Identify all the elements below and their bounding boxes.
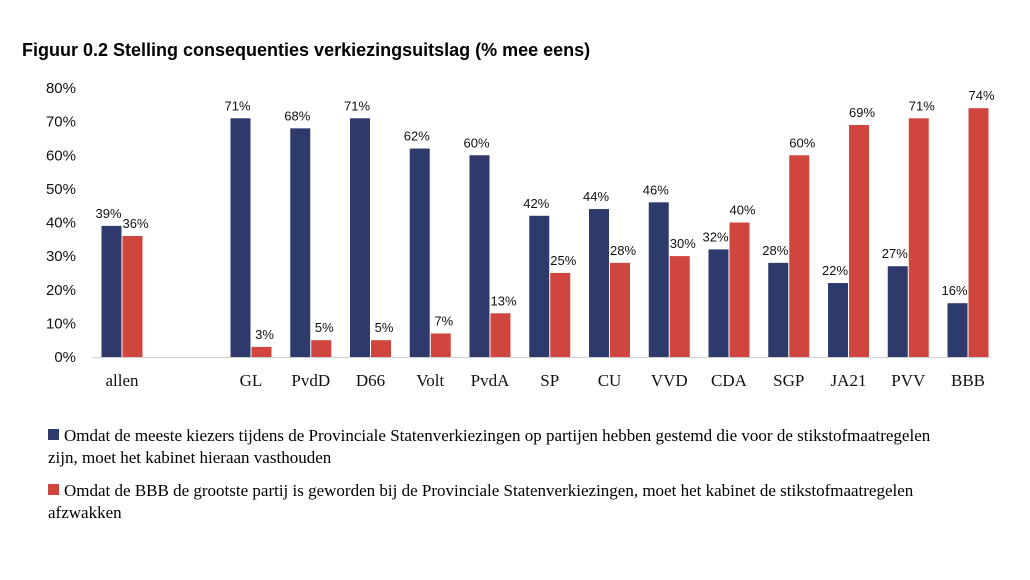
legend-label-series-2: Omdat de BBB de grootste partij is gewor… [48, 481, 914, 522]
data-label-series-2-SP: 25% [550, 253, 576, 268]
x-tick-label: PvdA [471, 371, 510, 390]
legend-swatch-series-2 [48, 484, 59, 495]
bar-series-2-PvdD [311, 340, 332, 357]
data-label-series-1-SP: 42% [523, 196, 549, 211]
bar-series-2-D66 [371, 340, 391, 357]
bar-series-2-PvdA [490, 313, 511, 357]
x-tick-label: VVD [651, 371, 688, 390]
y-tick-label: 0% [54, 349, 76, 366]
x-tick-label: allen [105, 371, 139, 390]
y-tick-label: 20% [46, 282, 76, 299]
x-tick-label: D66 [356, 371, 385, 390]
x-tick-label: CDA [711, 371, 748, 390]
x-tick-label: SP [540, 371, 559, 390]
bar-series-1-CU [589, 209, 609, 357]
bar-series-1-CDA [708, 249, 729, 357]
bar-series-2-allen [122, 235, 143, 357]
bar-series-1-JA21 [828, 283, 848, 357]
data-label-series-1-Volt: 62% [404, 129, 430, 144]
data-label-series-2-BBB: 74% [968, 88, 994, 103]
y-tick-label: 40% [46, 215, 76, 232]
data-label-series-2-PvdD: 5% [315, 320, 334, 335]
x-tick-label: PVV [891, 371, 926, 390]
bar-series-2-GL [251, 346, 272, 357]
bar-series-2-SP [550, 272, 571, 357]
data-label-series-2-CU: 28% [610, 243, 636, 258]
data-label-series-1-CU: 44% [583, 189, 609, 204]
bar-series-2-JA21 [849, 124, 869, 357]
bar-series-2-BBB [968, 108, 989, 357]
bar-series-1-BBB [947, 303, 968, 357]
y-tick-label: 50% [46, 181, 76, 198]
data-label-series-1-BBB: 16% [941, 283, 967, 298]
bar-series-1-PVV [887, 266, 908, 357]
bar-series-1-VVD [648, 202, 669, 357]
data-label-series-2-PVV: 71% [909, 98, 935, 113]
y-tick-label: 10% [46, 315, 76, 332]
data-label-series-2-SGP: 60% [789, 135, 815, 150]
data-label-series-2-Volt: 7% [434, 313, 453, 328]
bar-series-1-allen [101, 225, 122, 357]
data-label-series-1-PvdD: 68% [284, 108, 310, 123]
bar-series-1-GL [230, 118, 251, 357]
bar-chart: 0% 10% 20% 30% 40% 50% 60% 70% 80% 39%36% 71% 3% 68… [46, 80, 995, 390]
data-label-series-2-CDA: 40% [729, 203, 755, 218]
data-label-series-2-allen: 36% [122, 216, 148, 231]
bar-series-1-PvdA [469, 155, 490, 357]
bar-series-2-CDA [729, 222, 750, 357]
y-tick-label: 30% [46, 248, 76, 265]
chart-title: Figuur 0.2 Stelling consequenties verkie… [22, 40, 591, 60]
data-label-series-2-D66: 5% [375, 320, 394, 335]
legend-label-series-1: Omdat de meeste kiezers tijdens de Provi… [48, 426, 931, 467]
data-label-series-1-VVD: 46% [643, 182, 669, 197]
data-label-series-1-PvdA: 60% [463, 135, 489, 150]
bars-group [101, 108, 989, 357]
data-label-series-1-GL: 71% [224, 98, 250, 113]
data-label-series-2-JA21: 69% [849, 105, 875, 120]
y-tick-label: 70% [46, 114, 76, 131]
x-tick-label: BBB [951, 371, 985, 390]
x-tick-label: PvdD [291, 371, 330, 390]
data-label-series-1-SGP: 28% [762, 243, 788, 258]
data-labels-group: 39%36% 71% 3% 68% 5% 71% 5% 62% 7% 60% 13% 42% 25% 44… [95, 88, 994, 342]
legend-item-series-2: Omdat de BBB de grootste partij is gewor… [48, 480, 948, 524]
bar-series-1-SGP [768, 262, 789, 357]
data-label-series-2-GL: 3% [255, 327, 274, 342]
data-label-series-1-D66: 71% [344, 98, 370, 113]
x-tick-label: Volt [416, 371, 444, 390]
data-label-series-1-allen: 39% [95, 206, 121, 221]
bar-series-1-D66 [350, 118, 370, 357]
bar-series-2-Volt [430, 333, 451, 357]
y-tick-label: 60% [46, 147, 76, 164]
x-tick-label: JA21 [831, 371, 867, 390]
x-tick-label: CU [598, 371, 622, 390]
x-tick-label: SGP [773, 371, 804, 390]
bar-series-2-CU [610, 262, 630, 357]
data-label-series-1-JA21: 22% [822, 263, 848, 278]
data-label-series-2-PvdA: 13% [490, 293, 516, 308]
data-label-series-1-CDA: 32% [702, 229, 728, 244]
x-axis: allen GL PvdD D66 Volt PvdA SP CU VVD CDA SGP JA21 P… [105, 371, 985, 390]
legend-swatch-series-1 [48, 429, 59, 440]
y-tick-label: 80% [46, 80, 76, 97]
data-label-series-2-VVD: 30% [670, 236, 696, 251]
bar-series-2-SGP [789, 155, 810, 357]
bar-series-1-SP [529, 215, 550, 357]
x-tick-label: GL [240, 371, 263, 390]
bar-series-1-PvdD [290, 128, 311, 357]
data-label-series-1-PVV: 27% [882, 246, 908, 261]
bar-series-2-VVD [669, 256, 690, 357]
legend-item-series-1: Omdat de meeste kiezers tijdens de Provi… [48, 425, 948, 469]
y-axis: 0% 10% 20% 30% 40% 50% 60% 70% 80% [46, 80, 76, 366]
bar-series-1-Volt [409, 148, 430, 357]
bar-series-2-PVV [908, 118, 929, 357]
